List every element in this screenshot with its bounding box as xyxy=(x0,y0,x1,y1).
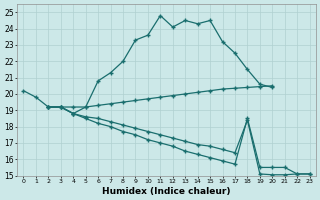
X-axis label: Humidex (Indice chaleur): Humidex (Indice chaleur) xyxy=(102,187,231,196)
